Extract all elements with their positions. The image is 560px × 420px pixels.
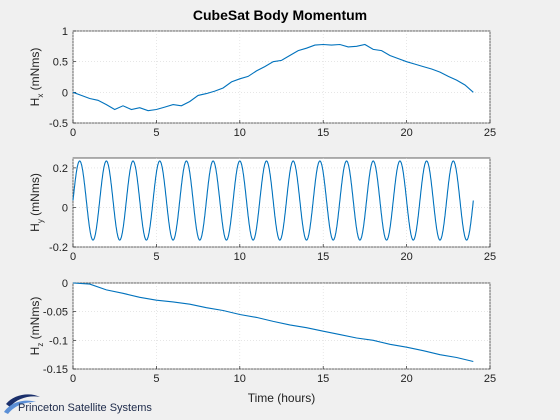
- plot-area: [72, 30, 491, 124]
- y-tick-label: -0.1: [49, 335, 68, 347]
- x-tick-label: 25: [484, 373, 496, 385]
- x-tick-label: 20: [400, 127, 412, 139]
- logo: Princeton Satellite Systems: [4, 394, 152, 414]
- y-axis-label: Hz (mNms): [28, 297, 45, 356]
- x-tick-label: 20: [400, 251, 412, 263]
- y-axis-label: Hx (mNms): [28, 48, 45, 107]
- y-tick-label: -0.2: [49, 242, 68, 254]
- y-tick-label: 0.5: [53, 57, 68, 69]
- series-line: [72, 282, 474, 363]
- figure-title: CubeSat Body Momentum: [193, 7, 367, 23]
- x-tick-label: 0: [70, 127, 76, 139]
- x-tick-label: 25: [484, 251, 496, 263]
- y-tick-label: 0.2: [53, 163, 68, 175]
- x-tick-label: 10: [234, 373, 246, 385]
- logo-swoosh-icon: [6, 394, 40, 407]
- x-tick-label: 15: [317, 251, 329, 263]
- x-tick-label: 10: [234, 127, 246, 139]
- y-axis-label: Hy (mNms): [28, 173, 45, 232]
- x-tick-label: 15: [317, 127, 329, 139]
- y-tick-label: 0: [62, 202, 68, 214]
- x-tick-label: 10: [234, 251, 246, 263]
- x-tick-label: 20: [400, 373, 412, 385]
- axes-hy: 0 5 10 15 20 25-0.200.2Hy (mNms): [28, 157, 496, 263]
- axes-hz: 0 5 10 15 20 25 -0.15 -0.1 -0.05 0 Hz (mNms) Time (…: [28, 278, 496, 405]
- y-tick-label: 0: [62, 278, 68, 290]
- x-tick-label: 25: [484, 127, 496, 139]
- plot-area: [72, 157, 491, 248]
- series-line: [72, 43, 474, 112]
- x-tick-label: 0: [70, 251, 76, 263]
- y-tick-label: -0.5: [49, 118, 68, 130]
- y-tick-label: -0.15: [43, 364, 68, 376]
- y-tick-label: 0: [62, 87, 68, 99]
- x-tick-label: 5: [153, 373, 159, 385]
- logo-swoosh-light-icon: [4, 400, 36, 414]
- x-tick-label: 5: [153, 251, 159, 263]
- x-axis-label: Time (hours): [248, 391, 316, 405]
- x-tick-label: 15: [317, 373, 329, 385]
- x-tick-label: 5: [153, 127, 159, 139]
- y-tick-label: -0.05: [43, 307, 68, 319]
- logo-text: Princeton Satellite Systems: [18, 402, 152, 414]
- series-line: [72, 160, 474, 241]
- y-tick-label: 1: [62, 26, 68, 38]
- x-tick-label: 0: [70, 373, 76, 385]
